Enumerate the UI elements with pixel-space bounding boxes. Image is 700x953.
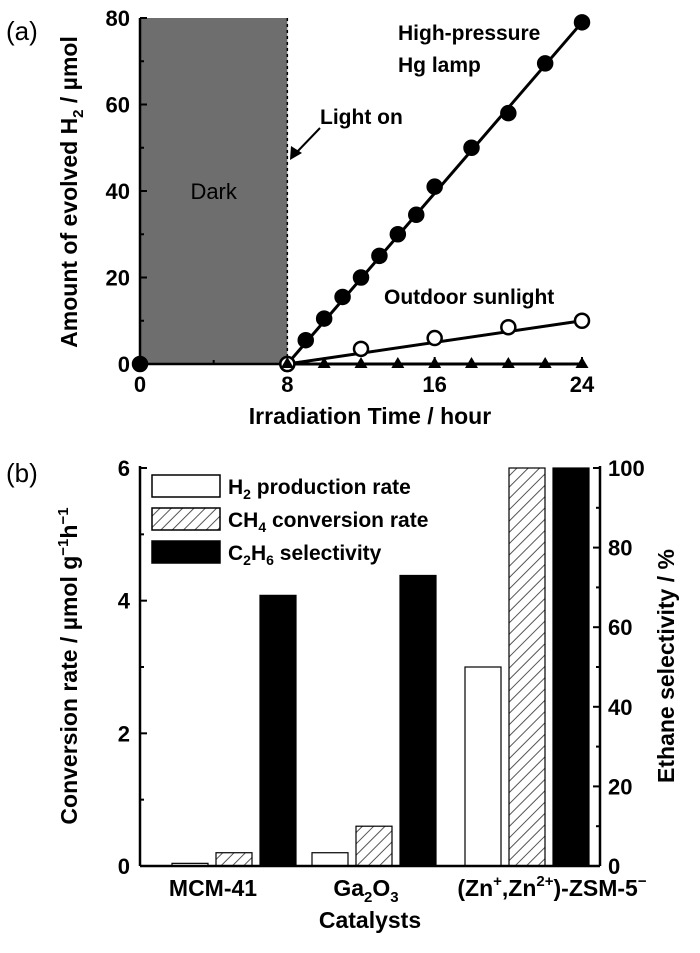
category-label-ga2o3: Ga2O3 <box>333 875 398 906</box>
ch4-conversion-bar <box>508 467 546 867</box>
c2h6-selectivity-bar <box>552 467 590 867</box>
hg-lamp-point <box>371 247 388 265</box>
legend: H2 production rate CH4 conversion rate C… <box>151 474 428 568</box>
dark-control-point <box>501 357 515 368</box>
sunlight-annotation: Outdoor sunlight <box>384 286 554 309</box>
sunlight-point <box>352 340 370 358</box>
category-label-zsm5: (Zn+,Zn2+)-ZSM-5− <box>457 873 646 901</box>
panel-a-y-tick-label: 80 <box>106 6 130 31</box>
panel-a-y-tick-label: 40 <box>106 179 130 204</box>
panel-a-x-tick-label: 16 <box>422 372 446 397</box>
legend-label-ch4: CH4 conversion rate <box>228 509 428 535</box>
legend-label-c2h6: C2H6 selectivity <box>228 542 382 568</box>
panel-a-x-axis-title: Irradiation Time / hour <box>249 403 491 429</box>
panel-b-left-axis-title: Conversion rate / µmol g−1h−1 <box>55 507 82 824</box>
hg-lamp-point <box>500 104 517 122</box>
dark-control-point <box>391 357 405 368</box>
panel-b-left-tick-label: 0 <box>118 854 130 879</box>
category-label-mcm41: MCM-41 <box>169 875 257 901</box>
panel-a-y-tick-label: 60 <box>106 93 130 118</box>
legend-swatch-c2h6 <box>151 540 221 564</box>
dark-control-point <box>428 357 442 368</box>
sunlight-point <box>573 312 591 329</box>
ch4-conversion-bar <box>355 825 393 867</box>
hg-lamp-point <box>389 226 407 243</box>
dark-control-point <box>317 357 331 368</box>
light-on-arrow-shaft <box>295 127 321 154</box>
panel-b-right-axis-title: Ethane selectivity / % <box>653 549 679 783</box>
hg-lamp-point <box>426 178 443 195</box>
sunlight-point <box>500 318 517 336</box>
panel-b-right-tick-label: 0 <box>608 854 620 879</box>
hg-lamp-point <box>573 14 591 31</box>
hg-lamp-point <box>334 288 351 306</box>
panel-a-y-tick-label: 0 <box>118 352 130 377</box>
dark-region-label: Dark <box>190 179 237 204</box>
legend-swatch-h2 <box>151 474 221 498</box>
hg-lamp-point <box>297 331 314 349</box>
h2-production-bar <box>311 852 349 867</box>
hg-lamp-point <box>352 269 370 286</box>
light-on-annotation: Light on <box>320 106 403 129</box>
panel-b-right-tick-label: 100 <box>608 456 645 481</box>
sunlight-point <box>426 329 443 347</box>
panel-a-label: (a) <box>6 16 38 46</box>
panel-b-label: (b) <box>6 458 38 488</box>
dark-control-point <box>538 357 552 368</box>
ch4-conversion-bar <box>215 852 253 867</box>
panel-b-right-tick-label: 40 <box>608 695 632 720</box>
hg-lamp-point <box>131 355 149 373</box>
legend-label-h2: H2 production rate <box>228 476 411 502</box>
dark-control-point <box>575 357 589 368</box>
panel-b-right-tick-label: 80 <box>608 536 632 561</box>
panel-a-y-tick-label: 20 <box>106 266 130 291</box>
hg-lamp-point <box>536 55 554 72</box>
c2h6-selectivity-bar <box>399 574 437 867</box>
panel-a-x-tick-label: 8 <box>281 372 293 397</box>
light-on-arrow-head <box>290 146 302 160</box>
hg-lamp-annotation-line1: High-pressure <box>398 22 540 45</box>
panel-b-left-tick-label: 6 <box>118 456 130 481</box>
panel-b-left-tick-label: 4 <box>118 589 131 614</box>
panel-a-y-axis-title: Amount of evolved H2 / µmol <box>56 36 87 348</box>
hg-lamp-point <box>463 139 480 156</box>
c2h6-selectivity-bar <box>259 594 297 867</box>
dark-control-point <box>280 357 294 368</box>
dark-control-point <box>465 357 478 368</box>
hg-lamp-point <box>315 310 333 327</box>
panel-a-x-tick-label: 24 <box>570 372 595 397</box>
dark-region <box>140 18 288 364</box>
hg-lamp-annotation-line2: Hg lamp <box>398 54 481 77</box>
h2-production-bar <box>464 666 502 867</box>
legend-swatch-ch4 <box>151 507 221 531</box>
dark-control-point <box>354 357 368 368</box>
panel-b-right-tick-label: 60 <box>608 615 632 640</box>
panel-b-right-tick-label: 20 <box>608 774 632 799</box>
panel-b-x-axis-title: Catalysts <box>319 907 421 933</box>
panel-a: (a) Dark 0 20 40 60 80 0 8 16 24 Light on High-p… <box>6 6 595 429</box>
panel-b-left-tick-label: 2 <box>118 721 130 746</box>
hg-lamp-point <box>408 206 425 224</box>
panel-a-x-tick-label: 0 <box>134 372 146 397</box>
